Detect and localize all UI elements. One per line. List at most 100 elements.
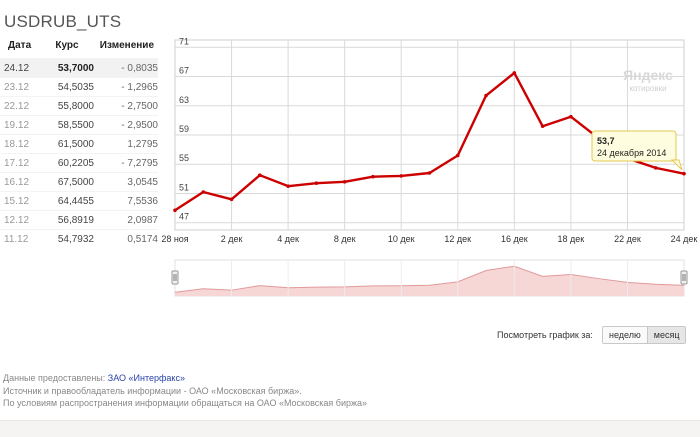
x-tick-label: 22 дек — [614, 234, 641, 244]
y-tick-label: 59 — [179, 124, 189, 134]
data-point — [540, 124, 545, 129]
row-change: 2,0987 — [127, 214, 158, 226]
period-month-button[interactable]: месяц — [646, 327, 686, 343]
footer: Данные предоставлены: ЗАО «Интерфакс» Ис… — [3, 372, 367, 410]
navigator-left-handle[interactable] — [171, 270, 179, 285]
data-point — [314, 181, 319, 186]
header-change: Изменение — [99, 40, 154, 51]
period-week-button[interactable]: неделю — [603, 327, 647, 343]
data-point — [258, 173, 262, 177]
data-point — [484, 93, 488, 98]
quotes-table: Дата Курс Изменение 24.12 53,7000 - 0,8035… — [0, 40, 158, 248]
navigator-tick-label: 16 дек — [501, 299, 528, 300]
row-change: 0,5174 — [127, 233, 158, 245]
row-change: 1,2795 — [127, 138, 158, 150]
row-rate: 56,8919 — [57, 214, 94, 226]
row-change: - 2,9500 — [121, 119, 158, 131]
row-date: 23.12 — [4, 81, 30, 93]
data-point — [286, 184, 290, 188]
table-body: 24.12 53,7000 - 0,8035 23.12 54,5035 - 1,2965… — [0, 58, 158, 248]
table-row: 16.12 67,5000 3,0545 — [0, 172, 158, 191]
row-change: - 1,2965 — [121, 81, 158, 93]
row-date: 19.12 — [4, 119, 30, 131]
table-row: 11.12 54,7932 0,5174 — [0, 229, 158, 248]
period-switch: неделю месяц — [602, 326, 687, 344]
footer-terms: По условиям распространения информации о… — [3, 398, 368, 408]
row-rate: 67,5000 — [57, 176, 94, 188]
data-point — [399, 174, 404, 178]
navigator-tick-label: 18 дек — [558, 299, 585, 300]
navigator-tick-label: 2 дек — [221, 299, 243, 300]
rate-chart[interactable]: 47 51 55 59 63 67 71 28 ноя 2 дек 4 дек 8 дек 10 де… — [0, 0, 700, 300]
row-rate: 53,7000 — [57, 62, 94, 74]
x-tick-label: 10 дек — [388, 234, 415, 244]
y-tick-label: 63 — [179, 95, 189, 105]
table-row: 22.12 55,8000 - 2,7500 — [0, 96, 158, 115]
navigator-area — [175, 266, 684, 296]
bottom-bar — [0, 420, 700, 437]
table-row: 18.12 61,5000 1,2795 — [0, 134, 158, 153]
data-point — [342, 179, 347, 184]
provider-link[interactable]: ЗАО «Интерфакс» — [107, 373, 185, 383]
row-date: 15.12 — [4, 195, 30, 207]
navigator-tick-label: 8 дек — [334, 299, 356, 300]
y-tick-label: 47 — [179, 212, 189, 222]
navigator-tick-label: 22 дек — [614, 299, 641, 300]
row-date: 11.12 — [4, 233, 29, 245]
x-tick-label: 2 дек — [221, 234, 243, 244]
ticker-title: USDRUB_UTS — [4, 12, 122, 31]
data-point — [229, 197, 234, 202]
row-rate: 61,5000 — [57, 138, 94, 150]
row-change: - 7,2795 — [121, 157, 158, 169]
navigator-line — [174, 265, 685, 293]
x-tick-label: 12 дек — [444, 234, 471, 244]
navigator-right-handle[interactable] — [680, 270, 688, 285]
data-point — [201, 190, 206, 194]
data-point — [569, 114, 573, 119]
row-change: - 0,8035 — [121, 62, 158, 74]
table-row: 24.12 53,7000 - 0,8035 — [0, 58, 158, 77]
table-row: 12.12 56,8919 2,0987 — [0, 210, 158, 229]
navigator-tick-label: 24 дек — [671, 299, 698, 300]
row-rate: 55,8000 — [57, 100, 94, 112]
period-label: Посмотреть график за: — [497, 330, 593, 340]
row-change: - 2,7500 — [121, 100, 158, 112]
header-date: Дата — [8, 40, 32, 51]
table-row: 15.12 64,4455 7,5536 — [0, 191, 158, 210]
x-tick-label: 28 ноя — [161, 234, 188, 244]
row-change: 3,0545 — [127, 176, 158, 188]
data-point — [653, 166, 658, 170]
yandex-logo: Яндекс — [623, 67, 673, 83]
row-date: 22.12 — [4, 100, 30, 112]
table-header: Дата Курс Изменение — [0, 40, 158, 58]
row-change: 7,5536 — [127, 195, 158, 207]
data-point — [512, 71, 517, 75]
navigator-tick-label: 12 дек — [444, 299, 471, 300]
y-tick-label: 67 — [179, 66, 189, 76]
data-point — [427, 171, 432, 175]
y-tick-label: 51 — [179, 182, 189, 192]
row-date: 24.12 — [4, 62, 30, 74]
table-row: 23.12 54,5035 - 1,2965 — [0, 77, 158, 96]
footer-provided: Данные предоставлены: ЗАО «Интерфакс» — [3, 372, 367, 385]
x-tick-label: 18 дек — [558, 234, 585, 244]
table-row: 17.12 60,2205 - 7,2795 — [0, 153, 158, 172]
footer-source: Источник и правообладатель информации - … — [3, 385, 302, 396]
row-rate: 64,4455 — [57, 195, 94, 207]
data-point — [682, 171, 686, 176]
tooltip-date: 24 декабря 2014 — [597, 148, 666, 158]
y-tick-label: 55 — [179, 153, 189, 163]
yandex-sub: котировки — [629, 84, 666, 93]
row-date: 12.12 — [4, 214, 30, 226]
navigator-tick-label: 28 ноя — [161, 299, 188, 300]
navigator-tick-label: 4 дек — [277, 299, 299, 300]
row-date: 17.12 — [4, 157, 30, 169]
row-rate: 54,5035 — [57, 81, 94, 93]
row-rate: 58,5500 — [57, 119, 94, 131]
data-point — [371, 174, 375, 179]
tooltip-box — [591, 130, 677, 162]
navigator-tick-label: 10 дек — [388, 299, 415, 300]
tooltip-value: 53,7 — [597, 136, 615, 146]
data-point — [455, 153, 460, 158]
row-rate: 54,7932 — [57, 233, 94, 245]
